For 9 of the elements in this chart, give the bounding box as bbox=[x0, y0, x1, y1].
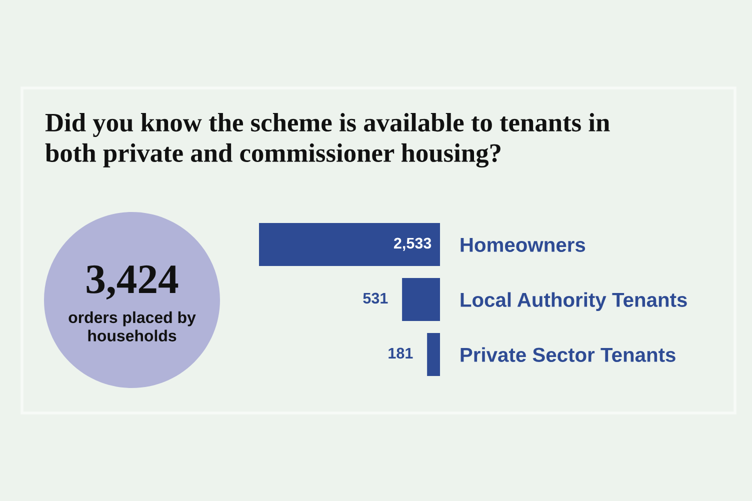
text: 3,424 bbox=[86, 265, 178, 300]
y-tick-label: Private Sector Tenants bbox=[460, 347, 676, 362]
data-label: 2,533 bbox=[394, 238, 432, 251]
data-label: 181 bbox=[388, 348, 413, 359]
chart-title: Did you know the scheme is available to tenants in both private and commissioner housing? bbox=[45, 113, 610, 168]
y-tick-label: Local Authority Tenants bbox=[460, 292, 687, 311]
data-label: 531 bbox=[363, 292, 388, 304]
text: orders placed by households bbox=[68, 311, 196, 342]
y-tick-label: Homeowners bbox=[460, 238, 586, 252]
